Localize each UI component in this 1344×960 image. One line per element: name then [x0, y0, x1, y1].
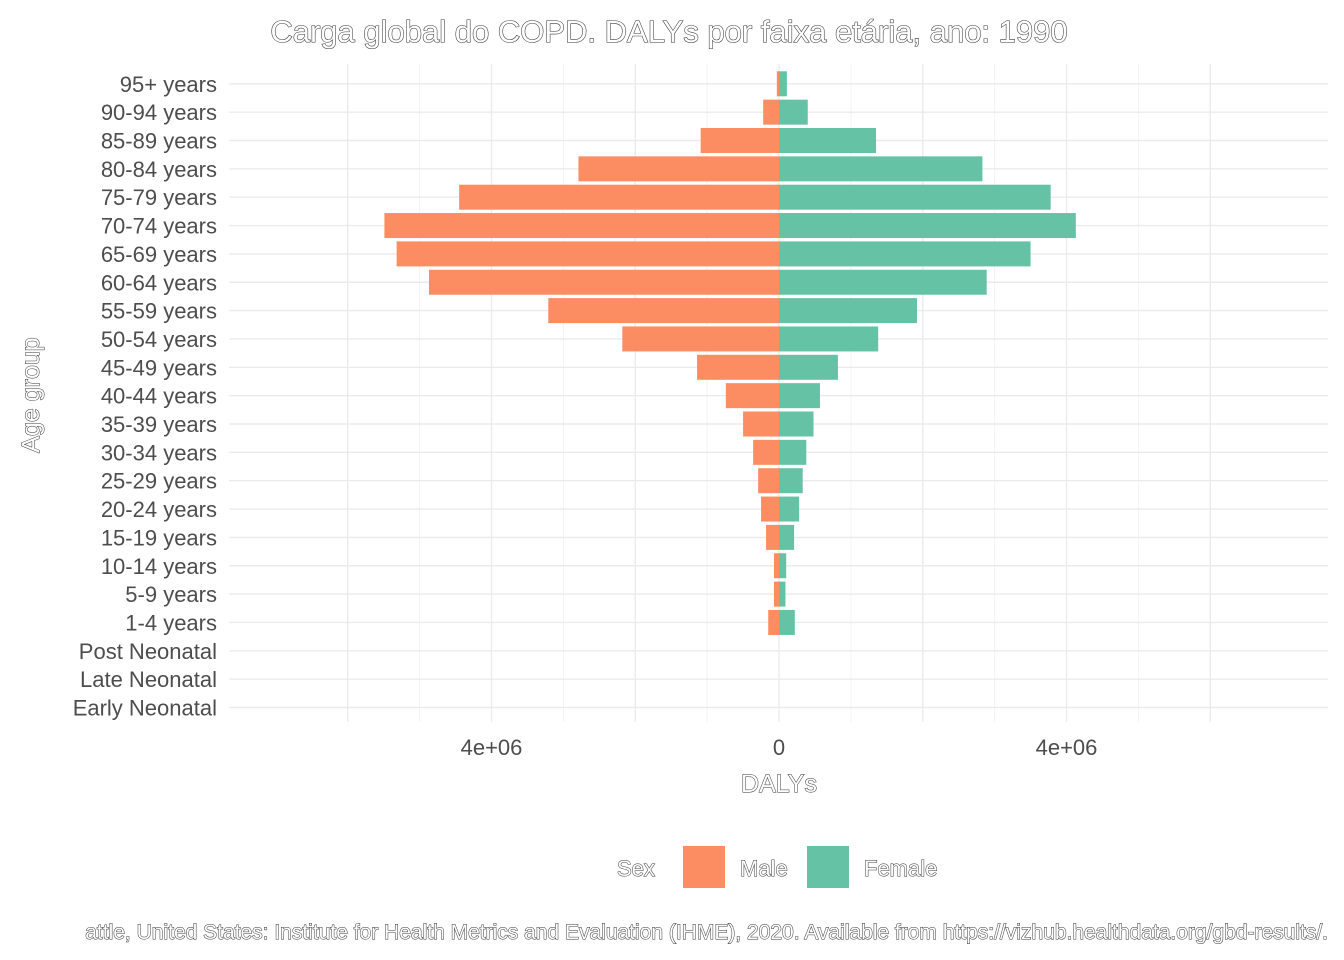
- y-tick-label: 1-4 years: [125, 610, 217, 635]
- bar-male-35-39-years: [743, 411, 779, 437]
- y-tick-label: 20-24 years: [101, 497, 217, 522]
- x-tick-label: 0: [773, 735, 785, 760]
- y-axis-title: Age group: [17, 337, 45, 452]
- y-tick-label: 60-64 years: [101, 270, 217, 295]
- legend: Sex Male Female: [617, 846, 938, 888]
- y-tick-label: 75-79 years: [101, 185, 217, 210]
- bar-female-35-39-years: [779, 411, 814, 437]
- bar-female-1-4-years: [779, 609, 795, 635]
- x-tick-labels: 4e+06 0 4e+06: [461, 735, 1098, 760]
- bar-female-20-24-years: [779, 496, 800, 522]
- bar-male-1-4-years: [768, 609, 779, 635]
- bar-female-50-54-years: [779, 326, 879, 352]
- bar-male-75-79-years: [459, 184, 779, 210]
- bar-female-75-79-years: [779, 184, 1051, 210]
- y-tick-label: 80-84 years: [101, 157, 217, 182]
- y-tick-labels: Early Neonatal Late Neonatal Post Neonatal…: [73, 72, 217, 721]
- bar-male-55-59-years: [548, 298, 779, 324]
- bar-female-30-34-years: [779, 439, 807, 465]
- x-axis-title: DALYs: [741, 770, 817, 798]
- y-tick-label: Post Neonatal: [79, 639, 217, 664]
- bar-female-90-94-years: [779, 99, 808, 125]
- y-tick-label: 85-89 years: [101, 129, 217, 154]
- y-tick-label: 90-94 years: [101, 100, 217, 125]
- bar-male-30-34-years: [753, 439, 779, 465]
- chart-title: Carga global do COPD. DALYs por faixa et…: [270, 14, 1067, 49]
- bar-male-45-49-years: [697, 354, 779, 380]
- y-tick-label: 30-34 years: [101, 440, 217, 465]
- y-tick-label: 95+ years: [120, 72, 217, 97]
- chart-caption: attle, United States: Institute for Heal…: [85, 921, 1328, 944]
- bar-male-40-44-years: [725, 383, 779, 409]
- y-tick-label: 65-69 years: [101, 242, 217, 267]
- y-tick-label: 15-19 years: [101, 525, 217, 550]
- bar-female-70-74-years: [779, 213, 1076, 239]
- bar-male-80-84-years: [578, 156, 779, 182]
- bar-male-10-14-years: [773, 553, 779, 579]
- bar-female-15-19-years: [779, 524, 795, 550]
- bar-female-10-14-years: [779, 553, 787, 579]
- y-tick-label: 35-39 years: [101, 412, 217, 437]
- y-tick-label: 45-49 years: [101, 355, 217, 380]
- bar-male-70-74-years: [384, 213, 779, 239]
- bar-male-60-64-years: [428, 269, 779, 295]
- x-tick-label: 4e+06: [461, 735, 523, 760]
- bars: [384, 71, 1076, 635]
- bar-female-40-44-years: [779, 383, 820, 409]
- y-tick-label: 50-54 years: [101, 327, 217, 352]
- bar-male-5-9-years: [773, 581, 779, 607]
- bar-female-80-84-years: [779, 156, 983, 182]
- y-tick-label: 40-44 years: [101, 384, 217, 409]
- y-tick-label: 25-29 years: [101, 469, 217, 494]
- bar-male-20-24-years: [761, 496, 779, 522]
- legend-swatch-male: [683, 846, 725, 888]
- bar-male-90-94-years: [763, 99, 779, 125]
- bar-female-65-69-years: [779, 241, 1031, 267]
- y-tick-label: 10-14 years: [101, 554, 217, 579]
- bar-male-95-years: [776, 71, 779, 97]
- y-tick-label: Late Neonatal: [80, 667, 217, 692]
- x-tick-label: 4e+06: [1036, 735, 1098, 760]
- y-tick-label: 55-59 years: [101, 299, 217, 324]
- legend-swatch-female: [807, 846, 849, 888]
- bar-female-95-years: [779, 71, 787, 97]
- y-tick-label: 5-9 years: [125, 582, 217, 607]
- bar-female-85-89-years: [779, 128, 877, 153]
- bar-male-50-54-years: [622, 326, 779, 352]
- bar-male-25-29-years: [758, 468, 779, 494]
- y-tick-label: 70-74 years: [101, 214, 217, 239]
- legend-label-female: Female: [864, 856, 937, 881]
- bar-female-55-59-years: [779, 298, 917, 324]
- y-tick-label: Early Neonatal: [73, 696, 217, 721]
- bar-female-5-9-years: [779, 581, 786, 607]
- bar-female-60-64-years: [779, 269, 987, 295]
- legend-title: Sex: [617, 856, 655, 881]
- bar-female-25-29-years: [779, 468, 803, 494]
- bar-male-15-19-years: [766, 524, 779, 550]
- bar-male-85-89-years: [700, 128, 779, 153]
- legend-label-male: Male: [740, 856, 788, 881]
- bar-female-45-49-years: [779, 354, 838, 380]
- bar-male-65-69-years: [396, 241, 779, 267]
